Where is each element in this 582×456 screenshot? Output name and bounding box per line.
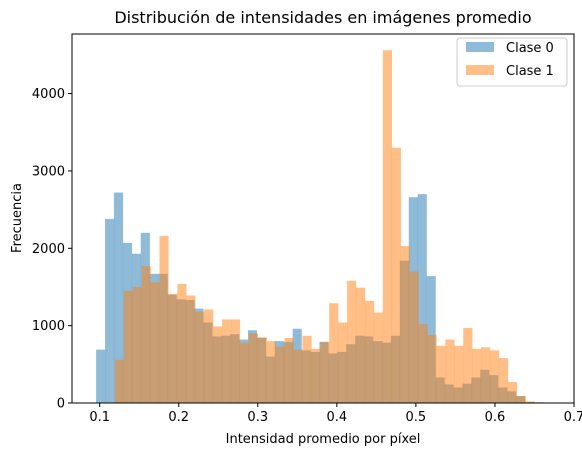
x-tick-label: 0.6 xyxy=(485,410,506,425)
x-tick-label: 0.1 xyxy=(89,410,110,425)
histogram-bar xyxy=(490,350,500,403)
histogram-bar xyxy=(427,334,437,403)
x-tick-label: 0.4 xyxy=(326,410,347,425)
series-clase-1 xyxy=(114,50,544,403)
histogram-bar xyxy=(195,311,205,403)
histogram-bar xyxy=(373,312,384,403)
histogram-bar xyxy=(141,266,151,403)
histogram-bar xyxy=(222,319,232,403)
legend: Clase 0 Clase 1 xyxy=(456,37,568,87)
histogram-bar xyxy=(347,280,357,403)
histogram-bar xyxy=(498,358,509,403)
histogram-bar xyxy=(123,290,133,403)
histogram-bar xyxy=(391,147,401,403)
y-tick-label: 4000 xyxy=(32,87,65,102)
histogram-bar xyxy=(418,324,428,403)
histogram-bar xyxy=(114,359,124,403)
legend-swatch-clase-0 xyxy=(466,42,494,52)
histogram-bar xyxy=(472,348,482,403)
histogram-bar xyxy=(284,338,294,403)
histogram-bar xyxy=(382,50,392,403)
plot-frame xyxy=(71,33,575,404)
histogram-bar xyxy=(204,309,214,403)
histogram-bar xyxy=(132,286,142,403)
histogram-bar xyxy=(400,245,410,403)
histogram-bar xyxy=(356,287,366,403)
y-axis-title: Frecuencia xyxy=(10,183,25,253)
x-axis-title: Intensidad promedio por píxel xyxy=(226,432,421,447)
legend-swatch-clase-1 xyxy=(466,65,494,75)
histogram-bar xyxy=(150,282,160,403)
histogram-bar xyxy=(417,194,427,403)
histogram-bar xyxy=(248,333,258,403)
histogram-bar xyxy=(302,335,312,403)
x-tick-label: 0.5 xyxy=(406,410,427,425)
x-axis: 0.1 0.2 0.3 0.4 0.5 0.6 0.7 xyxy=(89,403,582,425)
histogram-bar xyxy=(213,326,223,403)
histogram-bar xyxy=(481,347,491,403)
x-tick-label: 0.7 xyxy=(564,410,582,425)
histogram-bar xyxy=(338,322,348,403)
histogram-bar xyxy=(463,327,473,403)
histogram-bar xyxy=(266,341,276,403)
y-axis: 0 1000 2000 3000 4000 xyxy=(32,87,72,412)
histogram-bar xyxy=(445,339,455,403)
histogram-bar xyxy=(320,341,330,403)
histogram-bar xyxy=(516,396,526,403)
y-tick-label: 2000 xyxy=(32,242,65,257)
histogram-bar xyxy=(329,303,339,403)
histogram-bar xyxy=(239,342,250,403)
histogram-bar xyxy=(168,293,178,403)
histogram-bar xyxy=(186,295,196,403)
histogram-bar xyxy=(311,348,321,403)
histogram-bar xyxy=(105,218,115,403)
y-tick-label: 3000 xyxy=(32,164,65,179)
histogram-bar xyxy=(507,382,518,403)
histogram-bar xyxy=(525,401,535,403)
histogram-bar xyxy=(257,337,267,403)
histogram-bar xyxy=(409,271,419,403)
chart-title: Distribución de intensidades en imágenes… xyxy=(114,8,531,27)
histogram-bar xyxy=(159,235,169,403)
histogram-bar xyxy=(230,319,241,403)
x-tick-label: 0.3 xyxy=(247,410,268,425)
histogram-bar xyxy=(113,192,124,403)
histogram-bar xyxy=(436,345,446,403)
legend-label-clase-0: Clase 0 xyxy=(506,41,554,56)
y-tick-label: 0 xyxy=(57,397,65,412)
histogram-bar xyxy=(177,283,187,403)
bars-layer xyxy=(96,50,544,403)
histogram-bar xyxy=(454,345,464,403)
x-tick-label: 0.2 xyxy=(168,410,189,425)
histogram-bar xyxy=(293,349,303,403)
histogram-bar xyxy=(96,349,106,403)
legend-label-clase-1: Clase 1 xyxy=(506,64,554,79)
y-tick-label: 1000 xyxy=(32,319,65,334)
histogram-bar xyxy=(364,300,375,403)
histogram-bar xyxy=(275,346,285,403)
